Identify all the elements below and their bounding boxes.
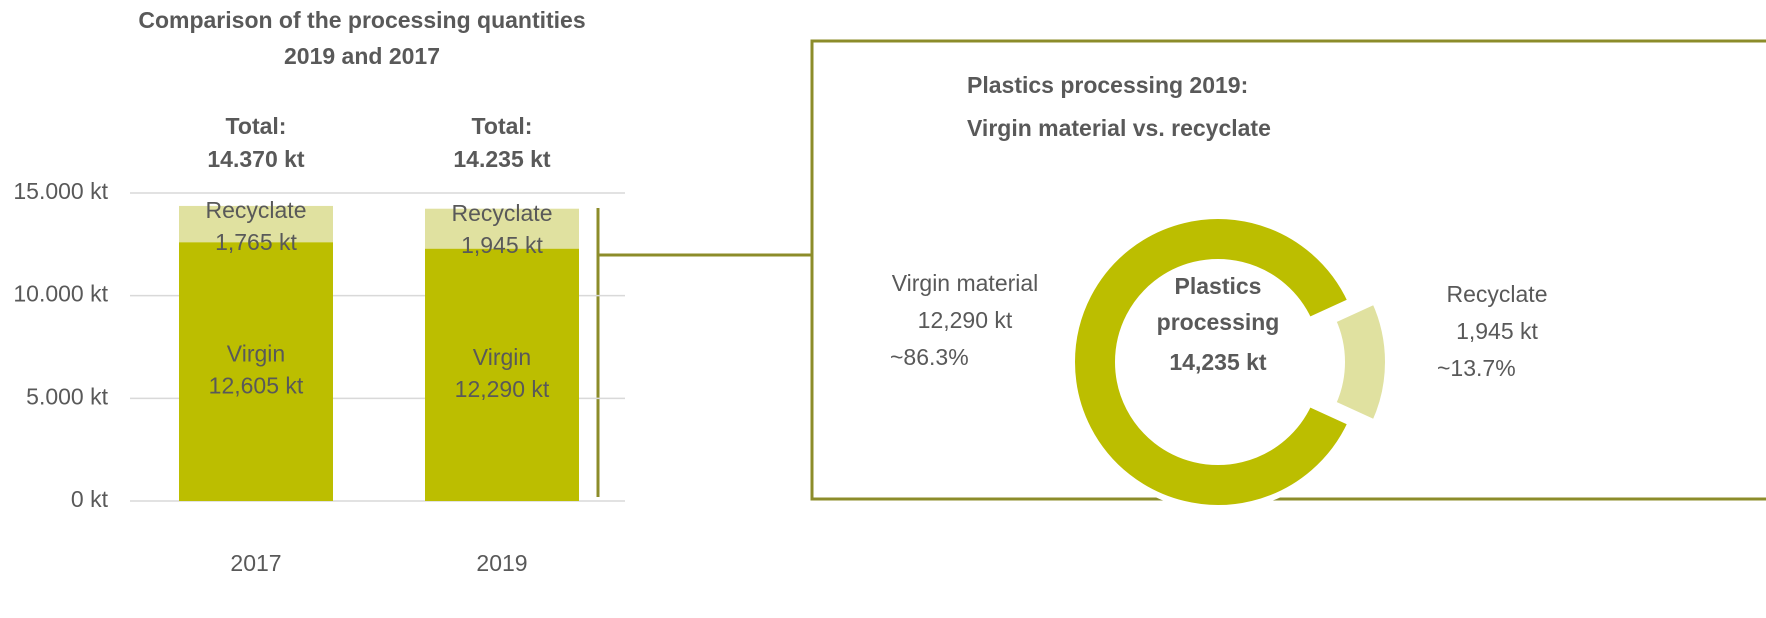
segment-label: 1,945 kt	[461, 232, 543, 258]
chart-title: Virgin material vs. recyclate	[967, 115, 1271, 141]
segment-name: Virgin	[227, 341, 285, 367]
chart-title: Plastics processing 2019:	[967, 72, 1248, 98]
bar-segment	[179, 205, 333, 243]
segment-name: Recyclate	[452, 200, 553, 226]
segment-name: Virgin material	[892, 270, 1039, 296]
segment-name: Virgin	[473, 344, 531, 370]
segment-name: Recyclate	[206, 197, 307, 223]
total-annotation: 14.370 kt	[207, 146, 305, 172]
bar-segment	[425, 208, 579, 249]
total-annotation: Total:	[472, 113, 533, 139]
bar-segment	[179, 242, 333, 501]
total-annotation: 14.235 kt	[453, 146, 551, 172]
y-tick-label: 5.000 kt	[26, 383, 108, 409]
segment-label: 1,945 kt	[1456, 318, 1538, 344]
y-tick-label: 10.000 kt	[13, 281, 108, 307]
segment-label: 1,765 kt	[215, 229, 297, 255]
percent-label: ~13.7%	[1437, 355, 1516, 381]
segment-label: 12,605 kt	[209, 373, 304, 399]
y-tick-label: 15.000 kt	[13, 178, 108, 204]
y-tick-label: 0 kt	[71, 486, 109, 512]
callout-box	[810, 39, 1766, 501]
segment-label: 12,290 kt	[918, 307, 1013, 333]
center-total: 14,235 kt	[1169, 349, 1267, 375]
chart-title: 2019 and 2017	[284, 43, 440, 69]
bar-segment	[425, 248, 579, 501]
x-tick-label: 2019	[476, 550, 527, 576]
segment-name: Recyclate	[1447, 281, 1548, 307]
center-label: Plastics	[1175, 273, 1262, 299]
donut-segment	[1328, 297, 1391, 427]
percent-label: ~86.3%	[890, 344, 969, 370]
total-annotation: Total:	[226, 113, 287, 139]
donut-segment	[1069, 213, 1355, 511]
x-tick-label: 2017	[230, 550, 281, 576]
chart-title: Comparison of the processing quantities	[138, 7, 585, 33]
center-label: processing	[1157, 309, 1280, 335]
segment-label: 12,290 kt	[455, 376, 550, 402]
